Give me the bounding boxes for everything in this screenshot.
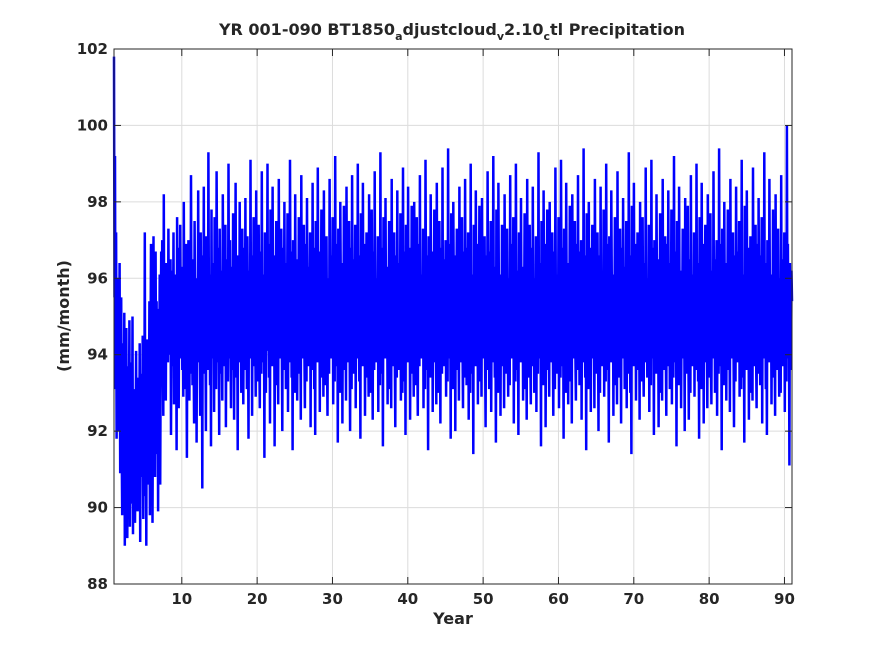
y-tick-label: 100 [77,116,108,134]
x-tick-label: 50 [473,590,494,608]
title-subscript-1: a [395,30,402,43]
x-tick-label: 40 [397,590,418,608]
y-axis-label: (mm/month) [54,260,73,372]
title-subscript-3: c [543,30,550,43]
plot-area-frame [113,48,793,585]
title-part-3: 2.10 [504,20,543,39]
title-part-1: YR 001-090 BT1850 [218,20,395,39]
x-axis-ticks: 10 20 30 40 50 60 70 80 90 [171,49,795,608]
x-axis-label: Year [432,609,473,628]
chart-title: YR 001-090 BT1850adjustcloudv2.10ctl Pre… [218,20,685,43]
y-tick-label: 102 [77,40,108,58]
x-tick-label: 60 [548,590,569,608]
title-part-4: tl Precipitation [550,20,685,39]
x-tick-label: 80 [699,590,720,608]
title-part-2: djustcloud [403,20,497,39]
x-tick-label: 90 [774,590,795,608]
precipitation-series-line [112,56,794,546]
y-tick-label: 94 [87,346,108,364]
y-tick-label: 90 [87,499,108,517]
y-tick-label: 96 [87,269,108,287]
y-tick-label: 92 [87,422,108,440]
y-tick-label: 88 [87,575,108,593]
title-subscript-2: v [497,30,505,43]
x-tick-label: 10 [171,590,192,608]
y-tick-label: 98 [87,193,108,211]
x-tick-label: 30 [322,590,343,608]
y-axis-ticks: 88 90 92 94 96 98 100 102 [77,40,792,593]
x-tick-label: 20 [247,590,268,608]
x-tick-label: 70 [623,590,644,608]
